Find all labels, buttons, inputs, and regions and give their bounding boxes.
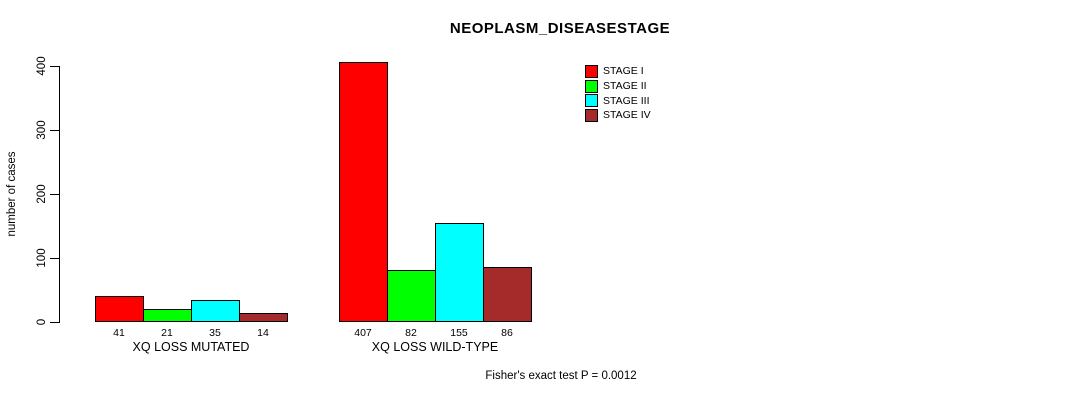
- bar-value-label: 41: [113, 327, 125, 339]
- bar-stage-ii-xq-loss-wild-type: [387, 270, 436, 322]
- bar-stage-iv-xq-loss-mutated: [239, 313, 288, 322]
- y-tick-label: 300: [36, 120, 48, 140]
- legend-swatch-stage-i: [585, 64, 598, 78]
- legend-row-stage-iii: STAGE III: [585, 93, 651, 108]
- category-label-xq-loss-wild-type: XQ LOSS WILD-TYPE: [371, 340, 499, 354]
- y-tick-label: 100: [36, 248, 48, 268]
- legend-row-stage-ii: STAGE II: [585, 79, 651, 94]
- bar-stage-ii-xq-loss-mutated: [143, 309, 192, 322]
- y-axis-title: number of cases: [6, 151, 18, 237]
- y-tick-label: 200: [36, 184, 48, 204]
- y-axis-tick: [50, 130, 59, 131]
- bar-value-label: 86: [501, 327, 513, 339]
- y-tick-label: 0: [36, 318, 48, 326]
- fisher-test-annotation: Fisher's exact test P = 0.0012: [485, 370, 637, 382]
- y-axis-line: [59, 66, 60, 323]
- chart-title: NEOPLASM_DISEASESTAGE: [449, 20, 671, 37]
- legend-swatch-stage-iii: [585, 94, 598, 108]
- y-axis-tick: [50, 258, 59, 259]
- legend-swatch-stage-iv: [585, 108, 598, 122]
- y-tick-label: 400: [36, 56, 48, 76]
- y-axis-tick: [50, 322, 59, 323]
- bar-value-label: 407: [354, 327, 372, 339]
- legend-row-stage-iv: STAGE IV: [585, 108, 651, 123]
- bar-value-label: 82: [405, 327, 417, 339]
- legend-row-stage-i: STAGE I: [585, 64, 651, 79]
- category-label-xq-loss-mutated: XQ LOSS MUTATED: [132, 340, 250, 354]
- chart-legend: STAGE I STAGE II STAGE III STAGE IV: [585, 64, 651, 123]
- bar-stage-i-xq-loss-mutated: [95, 296, 144, 322]
- legend-label-stage-i: STAGE I: [603, 65, 644, 78]
- bar-stage-iv-xq-loss-wild-type: [483, 267, 532, 322]
- legend-label-stage-iv: STAGE IV: [603, 109, 651, 122]
- bar-value-label: 35: [209, 327, 221, 339]
- legend-swatch-stage-ii: [585, 79, 598, 93]
- legend-label-stage-ii: STAGE II: [603, 80, 647, 93]
- bar-stage-iii-xq-loss-mutated: [191, 300, 240, 322]
- bar-value-label: 14: [257, 327, 269, 339]
- y-axis-tick: [50, 194, 59, 195]
- bar-value-label: 155: [450, 327, 468, 339]
- legend-label-stage-iii: STAGE III: [603, 94, 650, 107]
- bar-value-label: 21: [161, 327, 173, 339]
- y-axis-tick: [50, 66, 59, 67]
- bar-stage-iii-xq-loss-wild-type: [435, 223, 484, 322]
- bar-stage-i-xq-loss-wild-type: [339, 62, 388, 322]
